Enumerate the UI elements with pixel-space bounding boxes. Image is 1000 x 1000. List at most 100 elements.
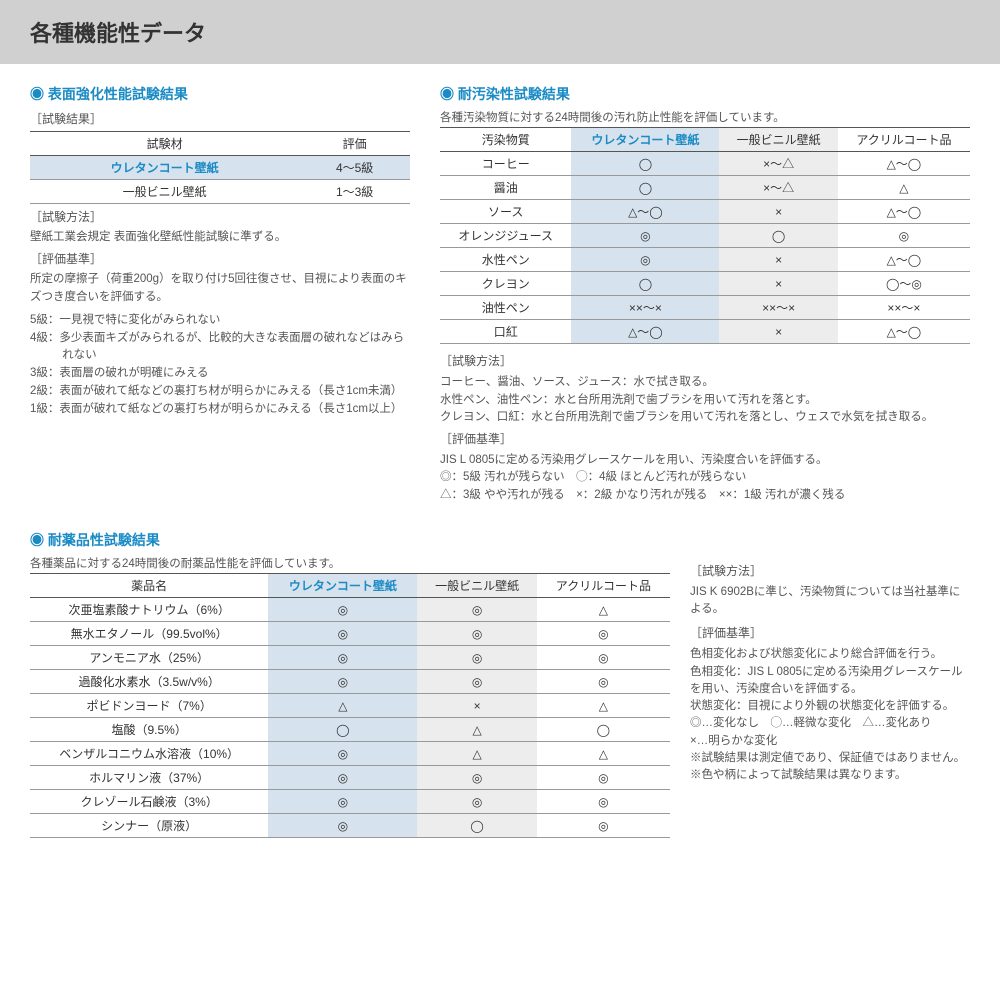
section3-table: 薬品名ウレタンコート壁紙一般ビニル壁紙アクリルコート品 次亜塩素酸ナトリウム（6… bbox=[30, 573, 670, 838]
table-row: ウレタンコート壁紙4～5級 bbox=[30, 156, 410, 180]
section-stain-resistance: 耐汚染性試験結果 各種汚染物質に対する24時間後の汚れ防止性能を評価しています。… bbox=[440, 84, 970, 504]
table-header: ウレタンコート壁紙 bbox=[571, 128, 719, 152]
section-surface-strength: 表面強化性能試験結果 ［試験結果］ 試験材評価 ウレタンコート壁紙4～5級一般ビ… bbox=[30, 84, 410, 504]
table-header: ウレタンコート壁紙 bbox=[268, 574, 417, 598]
section1-method-label: ［試験方法］ bbox=[30, 208, 410, 225]
table-cell: 醤油 bbox=[440, 176, 571, 200]
section3-method-label: ［試験方法］ bbox=[690, 562, 970, 580]
table-cell: 無水エタノール（99.5vol%） bbox=[30, 622, 268, 646]
table-cell: ×～△ bbox=[719, 152, 837, 176]
table-row: 油性ペン××～×××～×××～× bbox=[440, 296, 970, 320]
table-row: 塩酸（9.5%）◯△◯ bbox=[30, 718, 670, 742]
grade-item: 2級：表面が破れて紙などの裏打ち材が明らかにみえる（長さ1cm未満） bbox=[30, 383, 410, 401]
table-row: 醤油◯×～△△ bbox=[440, 176, 970, 200]
table-header: アクリルコート品 bbox=[838, 128, 970, 152]
section1-grade-list: 5級：一見視で特に変化がみられない4級：多少表面キズがみられるが、比較的大きな表… bbox=[30, 312, 410, 419]
section3-criteria-label: ［評価基準］ bbox=[690, 624, 970, 642]
table-cell: ◎ bbox=[268, 790, 417, 814]
table-cell: ◯～◎ bbox=[838, 272, 970, 296]
table-cell: ×～△ bbox=[719, 176, 837, 200]
table-cell: ◎ bbox=[417, 766, 536, 790]
page-header: 各種機能性データ bbox=[0, 0, 1000, 64]
table-row: 過酸化水素水（3.5w/v%）◎◎◎ bbox=[30, 670, 670, 694]
table-header: 薬品名 bbox=[30, 574, 268, 598]
table-row: 水性ペン◎×△～◯ bbox=[440, 248, 970, 272]
grade-item: 1級：表面が破れて紙などの裏打ち材が明らかにみえる（長さ1cm以上） bbox=[30, 401, 410, 419]
page-title: 各種機能性データ bbox=[30, 16, 970, 48]
table-cell: ◎ bbox=[417, 622, 536, 646]
section2-notes: ［試験方法］ コーヒー、醤油、ソース、ジュース：水で拭き取る。水性ペン、油性ペン… bbox=[440, 352, 970, 504]
table-cell: ソース bbox=[440, 200, 571, 224]
table-cell: ◯ bbox=[719, 224, 837, 248]
table-cell: ◎ bbox=[537, 646, 670, 670]
table-cell: ◎ bbox=[268, 814, 417, 838]
table-cell: △～◯ bbox=[838, 248, 970, 272]
table-header: 汚染物質 bbox=[440, 128, 571, 152]
table-cell: ホルマリン液（37%） bbox=[30, 766, 268, 790]
table-cell: ◯ bbox=[268, 718, 417, 742]
note-line: 色相変化および状態変化により総合評価を行う。 bbox=[690, 646, 970, 663]
table-header: アクリルコート品 bbox=[537, 574, 670, 598]
section2-method-label: ［試験方法］ bbox=[440, 352, 970, 370]
table-cell: × bbox=[417, 694, 536, 718]
table-cell: △ bbox=[537, 694, 670, 718]
table-cell: ◎ bbox=[537, 622, 670, 646]
table-cell: △ bbox=[537, 598, 670, 622]
grade-item: 4級：多少表面キズがみられるが、比較的大きな表面層の破れなどはみられない bbox=[30, 330, 410, 366]
grade-item: 3級：表面層の破れが明確にみえる bbox=[30, 365, 410, 383]
section3-right-notes: ［試験方法］ JIS K 6902Bに準じ、汚染物質については当社基準による。 … bbox=[690, 530, 970, 838]
section2-intro: 各種汚染物質に対する24時間後の汚れ防止性能を評価しています。 bbox=[440, 110, 970, 127]
table-cell: ◎ bbox=[537, 814, 670, 838]
table-cell: ◎ bbox=[268, 622, 417, 646]
table-cell: ◯ bbox=[571, 176, 719, 200]
table-cell: ××～× bbox=[571, 296, 719, 320]
table-row: ソース△～◯×△～◯ bbox=[440, 200, 970, 224]
table-row: クレヨン◯×◯～◎ bbox=[440, 272, 970, 296]
section1-method-text: 壁紙工業会規定 表面強化壁紙性能試験に準ずる。 bbox=[30, 229, 410, 246]
note-line: ◎：5級 汚れが残らない ◯：4級 ほとんど汚れが残らない bbox=[440, 469, 970, 486]
section3-title: 耐薬品性試験結果 bbox=[30, 530, 670, 550]
table-cell: × bbox=[719, 272, 837, 296]
table-cell: ◎ bbox=[571, 248, 719, 272]
table-cell: △～◯ bbox=[571, 320, 719, 344]
table-cell: ウレタンコート壁紙 bbox=[30, 156, 299, 180]
section1-table: 試験材評価 ウレタンコート壁紙4～5級一般ビニル壁紙1～3級 bbox=[30, 131, 410, 204]
note-line: 色相変化：JIS L 0805に定める汚染用グレースケールを用い、汚染度合いを評… bbox=[690, 664, 970, 699]
table-cell: ◎ bbox=[268, 670, 417, 694]
table-header: 一般ビニル壁紙 bbox=[417, 574, 536, 598]
table-cell: ◯ bbox=[571, 152, 719, 176]
table-cell: 1～3級 bbox=[299, 180, 410, 204]
table-row: 無水エタノール（99.5vol%）◎◎◎ bbox=[30, 622, 670, 646]
table-row: オレンジジュース◎◯◎ bbox=[440, 224, 970, 248]
table-cell: クレヨン bbox=[440, 272, 571, 296]
table-header: 評価 bbox=[299, 132, 410, 156]
section1-criteria-label: ［評価基準］ bbox=[30, 250, 410, 267]
section2-title: 耐汚染性試験結果 bbox=[440, 84, 970, 104]
table-cell: ポビドンヨード（7%） bbox=[30, 694, 268, 718]
section3-method-text: JIS K 6902Bに準じ、汚染物質については当社基準による。 bbox=[690, 584, 970, 619]
table-cell: ◎ bbox=[838, 224, 970, 248]
section3-intro: 各種薬品に対する24時間後の耐薬品性能を評価しています。 bbox=[30, 556, 670, 573]
table-row: クレゾール石鹸液（3%）◎◎◎ bbox=[30, 790, 670, 814]
section1-criteria-text: 所定の摩擦子（荷重200g）を取り付け5回往復させ、目視により表面のキズつき度合… bbox=[30, 271, 410, 306]
table-cell: ◎ bbox=[537, 766, 670, 790]
section2-table: 汚染物質ウレタンコート壁紙一般ビニル壁紙アクリルコート品 コーヒー◯×～△△～◯… bbox=[440, 127, 970, 344]
table-cell: △ bbox=[268, 694, 417, 718]
note-line: △：3級 やや汚れが残る ×：2級 かなり汚れが残る ××：1級 汚れが濃く残る bbox=[440, 487, 970, 504]
table-cell: △ bbox=[417, 742, 536, 766]
content-area: 表面強化性能試験結果 ［試験結果］ 試験材評価 ウレタンコート壁紙4～5級一般ビ… bbox=[0, 64, 1000, 858]
table-row: コーヒー◯×～△△～◯ bbox=[440, 152, 970, 176]
note-line: クレヨン、口紅：水と台所用洗剤で歯ブラシを用いて汚れを落とし、ウェスで水気を拭き… bbox=[440, 409, 970, 426]
table-row: ホルマリン液（37%）◎◎◎ bbox=[30, 766, 670, 790]
table-cell: △～◯ bbox=[838, 320, 970, 344]
note-line: 水性ペン、油性ペン：水と台所用洗剤で歯ブラシを用いて汚れを落とす。 bbox=[440, 392, 970, 409]
table-cell: コーヒー bbox=[440, 152, 571, 176]
table-cell: ベンザルコニウム水溶液（10%） bbox=[30, 742, 268, 766]
table-row: シンナー（原液）◎◯◎ bbox=[30, 814, 670, 838]
table-cell: ◯ bbox=[417, 814, 536, 838]
table-cell: ◎ bbox=[537, 790, 670, 814]
table-cell: ◎ bbox=[417, 598, 536, 622]
table-cell: × bbox=[719, 248, 837, 272]
table-cell: ××～× bbox=[838, 296, 970, 320]
section1-title: 表面強化性能試験結果 bbox=[30, 84, 410, 104]
